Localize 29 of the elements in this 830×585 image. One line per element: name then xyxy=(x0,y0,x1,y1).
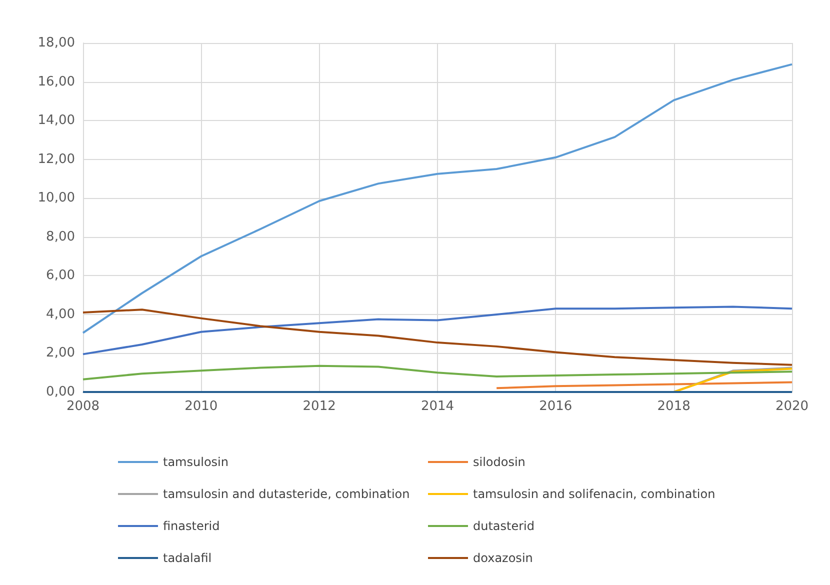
y-tick-label: 2,00 xyxy=(46,346,75,361)
legend-label: finasterid xyxy=(163,519,220,533)
line-series xyxy=(82,364,793,380)
y-tick-label: 16,00 xyxy=(38,74,75,90)
x-tick-label: 2008 xyxy=(66,399,100,414)
legend-label: tamsulosin xyxy=(163,455,228,469)
line-series xyxy=(82,306,793,356)
x-tick-label: 2016 xyxy=(539,399,572,414)
y-tick-label: 6,00 xyxy=(46,268,75,284)
y-tick-label: 18,00 xyxy=(38,36,75,50)
legend-label: doxazosin xyxy=(473,551,533,565)
legend-label: tamsulosin and solifenacin, combination xyxy=(473,487,716,501)
legend-label: tamsulosin and dutasteride, combination xyxy=(163,487,410,501)
legend-label: dutasterid xyxy=(473,519,535,533)
y-tick-label: 8,00 xyxy=(46,229,75,244)
line-series xyxy=(82,308,793,366)
x-tick-label: 2014 xyxy=(420,399,454,414)
y-tick-label: 0,00 xyxy=(46,384,75,400)
y-tick-label: 12,00 xyxy=(38,152,75,167)
y-tick-label: 10,00 xyxy=(38,190,75,206)
x-tick-label: 2018 xyxy=(657,399,690,414)
line-series xyxy=(82,63,793,334)
legend-label: tadalafil xyxy=(163,551,212,565)
x-tick-label: 2020 xyxy=(775,399,809,414)
legend-label: silodosin xyxy=(473,455,526,469)
x-tick-label: 2010 xyxy=(184,399,218,414)
y-tick-label: 4,00 xyxy=(46,306,75,322)
y-tick-label: 14,00 xyxy=(38,113,75,128)
x-tick-label: 2012 xyxy=(302,399,336,414)
